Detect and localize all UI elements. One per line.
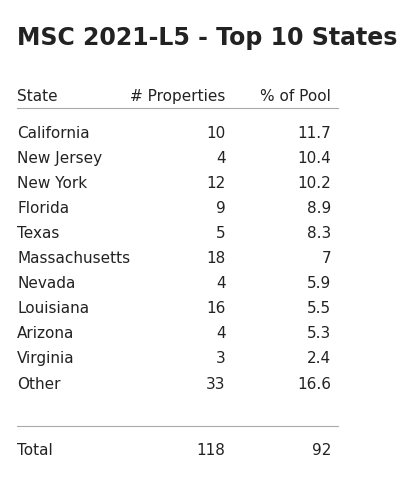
Text: 16: 16 bbox=[206, 301, 226, 316]
Text: % of Pool: % of Pool bbox=[260, 89, 331, 104]
Text: 18: 18 bbox=[206, 251, 226, 266]
Text: Louisiana: Louisiana bbox=[17, 301, 89, 316]
Text: 5.5: 5.5 bbox=[307, 301, 331, 316]
Text: New Jersey: New Jersey bbox=[17, 151, 102, 166]
Text: California: California bbox=[17, 126, 90, 141]
Text: 8.3: 8.3 bbox=[307, 226, 331, 241]
Text: Florida: Florida bbox=[17, 201, 69, 216]
Text: 10.2: 10.2 bbox=[298, 176, 331, 191]
Text: 5.9: 5.9 bbox=[307, 276, 331, 291]
Text: 7: 7 bbox=[322, 251, 331, 266]
Text: Massachusetts: Massachusetts bbox=[17, 251, 130, 266]
Text: Arizona: Arizona bbox=[17, 326, 75, 341]
Text: 3: 3 bbox=[216, 352, 226, 366]
Text: State: State bbox=[17, 89, 58, 104]
Text: Other: Other bbox=[17, 376, 60, 392]
Text: MSC 2021-L5 - Top 10 States: MSC 2021-L5 - Top 10 States bbox=[17, 26, 398, 50]
Text: 8.9: 8.9 bbox=[307, 201, 331, 216]
Text: New York: New York bbox=[17, 176, 87, 191]
Text: Virginia: Virginia bbox=[17, 352, 75, 366]
Text: Nevada: Nevada bbox=[17, 276, 76, 291]
Text: 9: 9 bbox=[216, 201, 226, 216]
Text: Total: Total bbox=[17, 443, 53, 458]
Text: 10.4: 10.4 bbox=[298, 151, 331, 166]
Text: 11.7: 11.7 bbox=[298, 126, 331, 141]
Text: 5: 5 bbox=[216, 226, 226, 241]
Text: 118: 118 bbox=[197, 443, 226, 458]
Text: 4: 4 bbox=[216, 326, 226, 341]
Text: 5.3: 5.3 bbox=[307, 326, 331, 341]
Text: 33: 33 bbox=[206, 376, 226, 392]
Text: 4: 4 bbox=[216, 151, 226, 166]
Text: Texas: Texas bbox=[17, 226, 60, 241]
Text: 12: 12 bbox=[206, 176, 226, 191]
Text: 10: 10 bbox=[206, 126, 226, 141]
Text: # Properties: # Properties bbox=[130, 89, 226, 104]
Text: 16.6: 16.6 bbox=[297, 376, 331, 392]
Text: 4: 4 bbox=[216, 276, 226, 291]
Text: 2.4: 2.4 bbox=[307, 352, 331, 366]
Text: 92: 92 bbox=[312, 443, 331, 458]
